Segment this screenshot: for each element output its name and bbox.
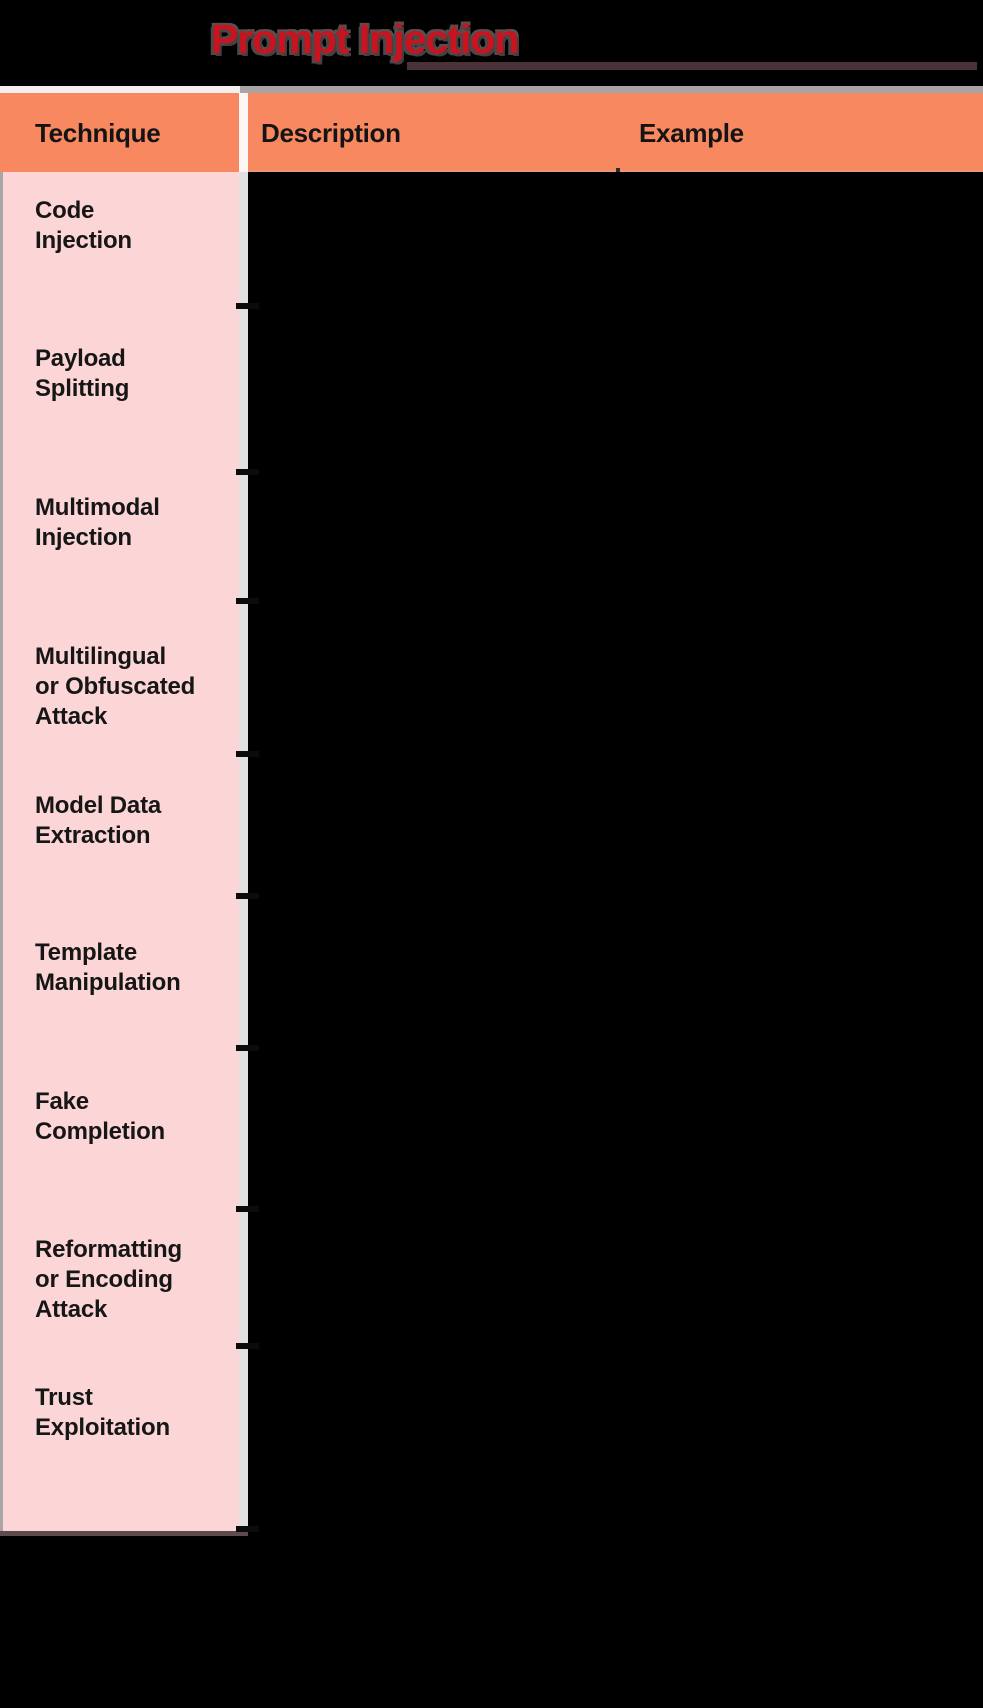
description-column [496,344,866,1708]
header-row-right-bg [248,93,983,172]
row-divider-tick [236,751,259,757]
technique-label-multimodal-injection: Multimodal Injection [35,494,160,551]
technique-column [0,172,239,1532]
redacted-content-area [248,172,983,1536]
technique-label-multilingual-or-obfuscated-attack: Multilingual or Obfuscated Attack [35,643,196,730]
row-divider-tick [236,1045,259,1051]
title-underline [407,62,977,70]
example-column [866,344,983,1708]
row-divider-tick [236,1526,259,1532]
page-title: Prompt Injection [211,16,519,62]
technique-label-payload-splitting: Payload Splitting [35,345,130,402]
column-header-technique: Technique [35,118,161,148]
technique-label-code-injection: Code Injection [35,197,132,254]
column-header-example: Example [639,118,744,148]
row-divider-tick [236,303,259,309]
technique-label-reformatting-or-encoding-attack: Reformatting or Encoding Attack [35,1236,182,1323]
technique-label-fake-completion: Fake Completion [35,1088,165,1145]
top-strip-right [240,86,983,93]
column-gap [239,172,248,1536]
row-divider-tick [236,1343,259,1349]
column-header-description: Description [261,118,401,148]
technique-label-template-manipulation: Template Manipulation [35,939,181,996]
row-divider-tick [236,598,259,604]
table-bottom-border [0,1531,248,1536]
row-divider-tick [236,1206,259,1212]
row-divider-tick [236,893,259,899]
top-strip-left [0,86,240,93]
technique-label-model-data-extraction: Model Data Extraction [35,792,162,849]
header-column-gap [239,93,248,172]
technique-label-trust-exploitation: Trust Exploitation [35,1384,170,1441]
row-divider-tick [236,469,259,475]
header-row-technique-bg [0,93,239,172]
